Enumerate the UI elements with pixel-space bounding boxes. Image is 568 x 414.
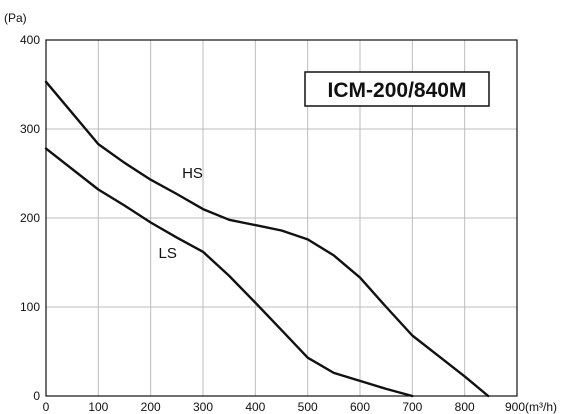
y-tick-label: 0 — [33, 389, 40, 403]
y-axis-unit-label: (Pa) — [4, 11, 27, 25]
series-label-ls: LS — [159, 245, 177, 262]
series-label-hs: HS — [182, 165, 203, 182]
series-layer — [44, 80, 490, 398]
series-line-ls — [44, 147, 414, 398]
x-tick-label: 200 — [141, 400, 161, 414]
x-tick-label: 100 — [88, 400, 108, 414]
x-tick-label: 0 — [43, 400, 50, 414]
x-tick-label: 700 — [402, 400, 422, 414]
series-labels: HS LS — [159, 165, 203, 262]
chart-title-box: ICM-200/840M — [304, 71, 490, 107]
x-tick-label: 300 — [193, 400, 213, 414]
chart-title-border — [304, 71, 490, 107]
x-tick-label: 500 — [298, 400, 318, 414]
y-axis-tick-labels: 0 100 200 300 400 — [20, 33, 40, 403]
y-tick-label: 200 — [20, 211, 40, 225]
y-tick-label: 100 — [20, 300, 40, 314]
series-line-hs — [44, 80, 490, 398]
x-tick-label: 900(m³/h) — [505, 400, 557, 414]
plot-frame — [45, 39, 518, 397]
x-tick-label: 600 — [350, 400, 370, 414]
x-tick-label: 400 — [245, 400, 265, 414]
y-tick-label: 300 — [20, 122, 40, 136]
y-tick-label: 400 — [20, 33, 40, 47]
chart-title: ICM-200/840M — [328, 79, 467, 102]
x-axis-tick-labels: 0 100 200 300 400 500 600 700 800 900(m³/h) — [43, 400, 557, 414]
x-tick-label: 800 — [455, 400, 475, 414]
